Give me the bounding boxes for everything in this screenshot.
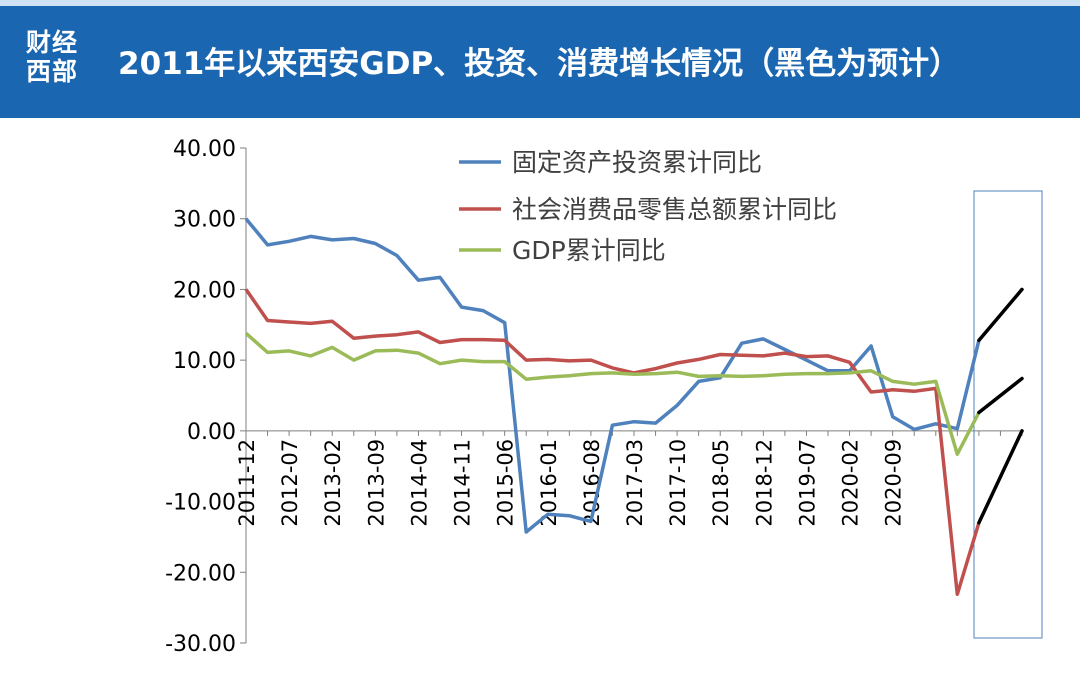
x-tick-label: 2017-03	[623, 439, 647, 527]
legend-label-2: 社会消费品零售总额累计同比	[512, 195, 837, 224]
forecast-line-3	[977, 429, 1024, 525]
x-tick-label: 2014-11	[451, 439, 475, 527]
x-tick-label: 2018-05	[709, 439, 733, 527]
x-tick-label: 2014-04	[407, 439, 431, 527]
x-tick-label: 2019-07	[795, 439, 819, 527]
x-tick-label: 2011-12	[235, 439, 259, 527]
y-tick-label: -30.00	[165, 632, 236, 657]
x-tick-label: 2018-12	[752, 439, 776, 527]
y-tick-label: 40.00	[173, 137, 236, 162]
y-tick-label: 0.00	[187, 420, 236, 445]
forecast-line-2	[977, 376, 1024, 415]
x-tick-label: 2015-06	[494, 439, 518, 527]
logo: 财经 西部	[26, 28, 88, 90]
page-title: 2011年以来西安GDP、投资、消费增长情况（黑色为预计）	[118, 46, 961, 82]
y-tick-label: -10.00	[165, 491, 236, 516]
title-banner: 财经 西部 2011年以来西安GDP、投资、消费增长情况（黑色为预计）	[0, 0, 1080, 118]
forecast-box	[973, 190, 1043, 639]
logo-line2: 西部	[26, 57, 79, 86]
banner-top-stripe	[0, 0, 1080, 6]
series-line-1	[244, 217, 981, 534]
y-tick-label: -20.00	[165, 561, 236, 586]
line-chart: 40.00 30.00 20.00 10.00 0.00 -10.00 -20.00 -30.…	[165, 137, 1043, 657]
series-line-2	[244, 288, 981, 596]
x-tick-label: 2013-02	[321, 439, 345, 527]
y-tick-label: 10.00	[173, 349, 236, 374]
x-tick-label: 2020-09	[882, 439, 906, 527]
legend-label-3: GDP累计同比	[512, 236, 666, 265]
x-tick-label: 2016-01	[537, 439, 561, 527]
logo-line1: 财经	[26, 28, 79, 57]
forecast-line-1	[977, 287, 1024, 343]
y-tick-label: 30.00	[173, 208, 236, 233]
y-tick-label: 20.00	[173, 278, 236, 303]
legend-label-1: 固定资产投资累计同比	[512, 148, 762, 177]
x-tick-label: 2013-09	[364, 439, 388, 527]
series-line-3	[244, 331, 981, 456]
x-tick-label: 2017-10	[666, 439, 690, 527]
x-tick-label: 2020-02	[839, 439, 863, 527]
x-tick-label: 2012-07	[278, 439, 302, 527]
